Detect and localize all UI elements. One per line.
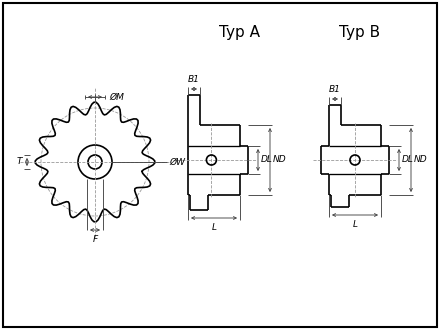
Text: T: T xyxy=(17,157,22,167)
Text: L: L xyxy=(352,220,357,229)
Text: ND: ND xyxy=(414,155,428,164)
Text: DL: DL xyxy=(261,155,273,164)
Text: L: L xyxy=(212,223,216,232)
Text: F: F xyxy=(92,235,98,244)
Text: B1: B1 xyxy=(329,85,341,94)
Text: ØW: ØW xyxy=(169,157,185,167)
Text: B1: B1 xyxy=(188,75,200,84)
Text: Typ A: Typ A xyxy=(219,25,260,40)
Text: ND: ND xyxy=(273,155,286,164)
Text: ØM: ØM xyxy=(109,92,124,102)
Text: Typ B: Typ B xyxy=(339,25,381,40)
Text: DL: DL xyxy=(402,155,414,164)
